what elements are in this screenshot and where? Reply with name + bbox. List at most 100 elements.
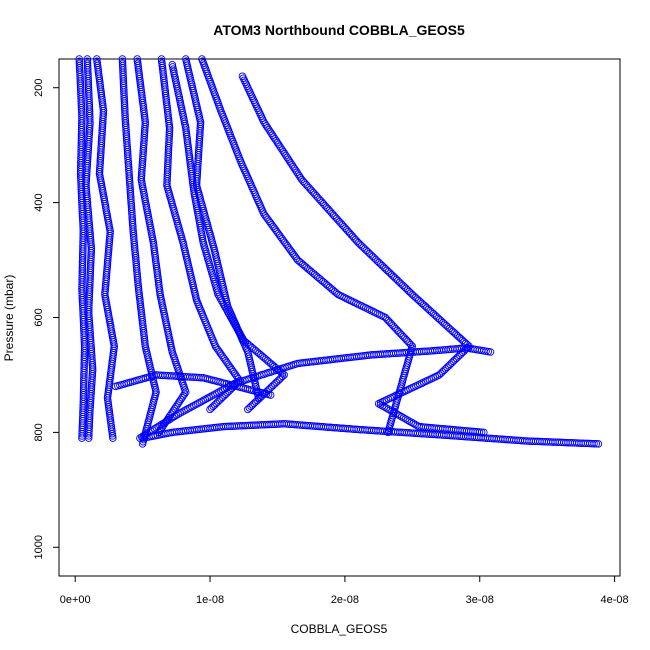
data-point xyxy=(376,401,385,409)
data-point xyxy=(180,390,189,398)
data-point xyxy=(209,391,217,399)
data-point xyxy=(269,133,278,141)
data-point xyxy=(263,123,272,132)
y-axis-label: Pressure (mbar) xyxy=(2,275,16,362)
data-point xyxy=(396,411,404,420)
data-point xyxy=(358,302,366,310)
data-point xyxy=(260,118,268,126)
data-point xyxy=(205,393,213,402)
data-point xyxy=(268,131,277,139)
data-point xyxy=(176,409,184,417)
data-point xyxy=(156,421,164,430)
data-point xyxy=(137,433,146,441)
data-point xyxy=(223,358,231,367)
data-point xyxy=(287,159,295,167)
data-point xyxy=(403,416,412,424)
data-point xyxy=(334,290,342,299)
x-tick-label: 2e-08 xyxy=(331,594,359,606)
data-point xyxy=(289,162,297,171)
data-point xyxy=(172,411,181,419)
data-point xyxy=(265,125,273,134)
data-point xyxy=(206,405,214,414)
data-point xyxy=(207,404,216,412)
data-point xyxy=(388,407,396,416)
data-point xyxy=(374,399,383,408)
data-point xyxy=(213,389,221,397)
data-point xyxy=(279,148,288,156)
data-point xyxy=(182,406,190,414)
data-point xyxy=(285,157,294,165)
data-point xyxy=(221,356,230,365)
data-point xyxy=(486,348,495,356)
data-point xyxy=(274,140,283,149)
data-point xyxy=(267,129,276,138)
data-point xyxy=(244,405,252,414)
data-point xyxy=(288,161,296,169)
data-point xyxy=(165,416,173,424)
data-point xyxy=(378,402,387,410)
data-point xyxy=(199,396,208,405)
data-point xyxy=(218,386,227,394)
x-tick-label: 0e+00 xyxy=(60,594,91,606)
y-tick-label: 800 xyxy=(33,423,45,441)
data-point xyxy=(254,394,263,402)
data-point xyxy=(179,392,188,400)
data-point xyxy=(161,418,170,426)
chart-title: ATOM3 Northbound COBBLA_GEOS5 xyxy=(213,22,465,38)
data-point xyxy=(188,402,196,411)
data-point xyxy=(211,342,220,350)
x-tick-label: 4e-08 xyxy=(601,594,629,606)
data-point xyxy=(266,391,275,399)
x-axis-label: COBBLA_GEOS5 xyxy=(291,622,388,636)
data-point xyxy=(390,408,398,417)
x-tick-label: 1e-08 xyxy=(196,594,224,606)
data-point xyxy=(290,164,299,173)
data-point xyxy=(280,149,289,158)
data-point xyxy=(386,406,394,414)
data-point xyxy=(85,429,93,438)
data-point xyxy=(174,399,183,407)
y-tick-label: 200 xyxy=(33,79,45,97)
data-point xyxy=(193,399,202,408)
data-point xyxy=(163,417,171,425)
data-point xyxy=(594,440,603,448)
data-point xyxy=(211,390,219,398)
data-point xyxy=(154,422,162,431)
data-point xyxy=(405,417,414,425)
y-tick-label: 400 xyxy=(33,193,45,211)
data-point xyxy=(84,434,93,442)
x-axis: 0e+00 1e-08 2e-08 3e-08 4e-08 xyxy=(60,575,629,606)
data-point xyxy=(284,155,293,163)
data-point xyxy=(189,401,198,410)
data-point xyxy=(429,373,438,382)
data-point xyxy=(186,404,194,412)
data-point xyxy=(295,172,304,180)
x-tick-label: 3e-08 xyxy=(466,594,494,606)
data-point xyxy=(401,415,410,423)
data-point xyxy=(590,439,598,448)
data-point xyxy=(409,419,418,428)
data-point xyxy=(406,385,414,393)
data-point xyxy=(85,432,93,440)
data-point xyxy=(272,136,280,145)
data-point xyxy=(271,135,279,143)
data-point xyxy=(375,310,384,319)
data-point xyxy=(145,428,153,437)
data-point xyxy=(394,410,402,419)
data-point xyxy=(197,397,206,406)
data-point xyxy=(261,120,269,128)
data-point xyxy=(399,414,408,422)
data-point xyxy=(201,395,210,404)
data-point xyxy=(172,403,180,411)
data-point xyxy=(203,394,212,403)
data-point xyxy=(293,168,301,176)
data-point xyxy=(273,138,282,147)
data-point xyxy=(291,166,300,175)
data-point xyxy=(283,153,291,162)
data-point xyxy=(407,418,416,427)
data-point xyxy=(180,407,188,415)
data-point xyxy=(170,412,179,421)
data-point xyxy=(277,144,285,152)
data-point xyxy=(340,293,348,302)
